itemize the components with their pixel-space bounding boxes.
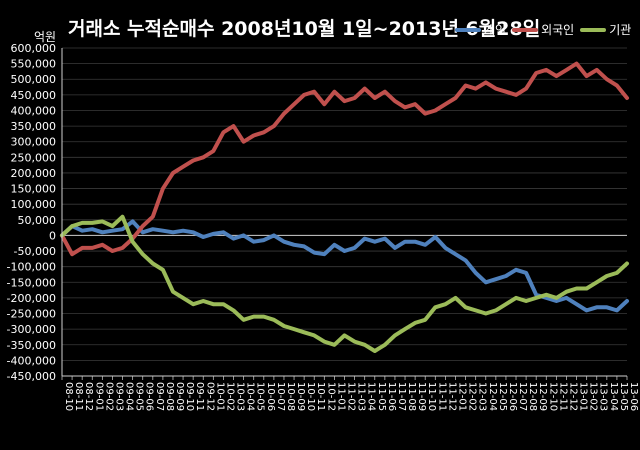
x-tick-label: 11-06 bbox=[386, 382, 397, 411]
y-tick-label: 250,000 bbox=[11, 151, 57, 164]
x-tick-label: 12-03 bbox=[477, 382, 488, 411]
series-line-institution bbox=[60, 214, 629, 353]
x-tick-label: 11-08 bbox=[406, 382, 417, 411]
x-tick-label: 13-05 bbox=[618, 382, 629, 411]
y-tick-label: 450,000 bbox=[11, 89, 57, 102]
legend-item-foreign: 외국인 bbox=[512, 21, 574, 38]
y-tick-label: -250,000 bbox=[7, 308, 56, 321]
x-tick-label: 09-12 bbox=[204, 382, 215, 411]
x-tick-label: 13-06 bbox=[628, 382, 639, 411]
x-tick-label: 10-04 bbox=[245, 382, 256, 411]
series-lines bbox=[60, 61, 629, 353]
x-tick-label: 12-01 bbox=[456, 382, 467, 411]
x-tick-label: 11-02 bbox=[346, 382, 357, 411]
x-tick-label: 12-07 bbox=[517, 382, 528, 411]
y-axis-unit-label: 억원 bbox=[34, 30, 57, 44]
x-tick-label: 12-11 bbox=[557, 382, 568, 411]
x-tick-label: 10-02 bbox=[224, 382, 235, 411]
legend-label-institution: 기관 bbox=[609, 23, 632, 37]
x-tick-label: 13-03 bbox=[598, 382, 609, 411]
legend-item-individual: 개인 bbox=[455, 21, 506, 38]
x-tick-label: 13-04 bbox=[608, 382, 619, 411]
y-tick-label: 0 bbox=[49, 229, 56, 242]
y-tick-label: -400,000 bbox=[7, 354, 56, 367]
x-tick-label: 09-07 bbox=[154, 382, 165, 411]
x-axis-tick-labels: 08-10 08-11 08-12 09-01 09-02 09-03 09-04 09-05… bbox=[61, 376, 639, 411]
x-tick-label: 11-11 bbox=[436, 382, 447, 411]
x-tick-label: 12-10 bbox=[547, 382, 558, 411]
x-tick-label: 10-07 bbox=[275, 382, 286, 411]
x-tick-label: 10-05 bbox=[255, 382, 266, 411]
x-tick-label: 12-02 bbox=[467, 382, 478, 411]
chart-legend: 개인 외국인 기관 bbox=[455, 21, 637, 38]
x-tick-label: 09-01 bbox=[93, 382, 104, 411]
x-tick-label: 10-10 bbox=[305, 382, 316, 411]
x-tick-label: 10-01 bbox=[214, 382, 225, 411]
y-tick-label: -100,000 bbox=[7, 261, 56, 274]
legend-swatch-foreign bbox=[512, 27, 539, 32]
x-tick-label: 09-05 bbox=[134, 382, 145, 411]
x-tick-label: 12-09 bbox=[537, 382, 548, 411]
x-tick-label: 09-06 bbox=[144, 382, 155, 411]
legend-label-foreign: 외국인 bbox=[541, 23, 575, 37]
y-tick-label: -350,000 bbox=[7, 339, 56, 352]
y-tick-label: 50,000 bbox=[18, 214, 57, 227]
x-tick-label: 12-08 bbox=[527, 382, 538, 411]
y-tick-label: 350,000 bbox=[11, 120, 57, 133]
x-tick-label: 11-04 bbox=[366, 382, 377, 411]
y-tick-label: 500,000 bbox=[11, 73, 57, 86]
chart-title: 거래소 누적순매수 2008년10월 1일~2013년 6월28일 bbox=[68, 18, 541, 40]
x-tick-label: 12-04 bbox=[487, 382, 498, 411]
x-tick-label: 10-09 bbox=[295, 382, 306, 411]
x-tick-label: 11-05 bbox=[376, 382, 387, 411]
y-tick-label: 200,000 bbox=[11, 167, 57, 180]
y-tick-label: 100,000 bbox=[11, 198, 57, 211]
x-tick-label: 11-10 bbox=[426, 382, 437, 411]
x-tick-label: 09-08 bbox=[164, 382, 175, 411]
y-tick-label: 300,000 bbox=[11, 136, 57, 149]
y-axis-tick-labels: -450,000 -400,000 -350,000 -300,000 -250,000… bbox=[7, 42, 56, 383]
x-tick-label: 09-10 bbox=[184, 382, 195, 411]
series-line-foreign bbox=[60, 61, 629, 257]
x-tick-label: 11-07 bbox=[396, 382, 407, 411]
legend-swatch-institution bbox=[580, 27, 607, 32]
legend-item-institution: 기관 bbox=[580, 21, 631, 38]
x-tick-label: 08-10 bbox=[63, 382, 74, 411]
x-tick-label: 09-04 bbox=[124, 382, 135, 411]
x-tick-label: 12-05 bbox=[497, 382, 508, 411]
x-tick-label: 11-03 bbox=[356, 382, 367, 411]
series-line-individual bbox=[60, 219, 629, 313]
x-tick-label: 10-12 bbox=[325, 382, 336, 411]
x-tick-label: 08-12 bbox=[83, 382, 94, 411]
y-tick-label: -200,000 bbox=[7, 292, 56, 305]
x-tick-label: 10-11 bbox=[315, 382, 326, 411]
x-tick-label: 11-09 bbox=[416, 382, 427, 411]
x-tick-label: 11-01 bbox=[335, 382, 346, 411]
y-tick-label: 400,000 bbox=[11, 104, 57, 117]
legend-swatch-individual bbox=[455, 27, 481, 32]
axes bbox=[61, 48, 627, 377]
y-tick-label: 550,000 bbox=[11, 58, 57, 71]
y-tick-label: -450,000 bbox=[7, 370, 56, 383]
y-tick-label: -300,000 bbox=[7, 323, 56, 336]
x-tick-label: 12-06 bbox=[507, 382, 518, 411]
y-tick-label: 150,000 bbox=[11, 183, 57, 196]
x-tick-label: 11-12 bbox=[446, 382, 457, 411]
x-tick-label: 09-09 bbox=[174, 382, 185, 411]
x-tick-label: 09-03 bbox=[113, 382, 124, 411]
x-tick-label: 10-06 bbox=[265, 382, 276, 411]
x-tick-label: 13-01 bbox=[578, 382, 589, 411]
x-tick-label: 10-08 bbox=[285, 382, 296, 411]
legend-label-individual: 개인 bbox=[484, 23, 507, 37]
x-tick-label: 09-11 bbox=[194, 382, 205, 411]
x-tick-label: 09-02 bbox=[103, 382, 114, 411]
x-tick-label: 12-12 bbox=[567, 382, 578, 411]
y-tick-label: -150,000 bbox=[7, 276, 56, 289]
y-tick-label: 600,000 bbox=[11, 42, 57, 55]
x-tick-label: 10-03 bbox=[235, 382, 246, 411]
x-tick-label: 13-02 bbox=[588, 382, 599, 411]
x-tick-label: 08-11 bbox=[73, 382, 84, 411]
y-tick-label: -50,000 bbox=[14, 245, 56, 258]
